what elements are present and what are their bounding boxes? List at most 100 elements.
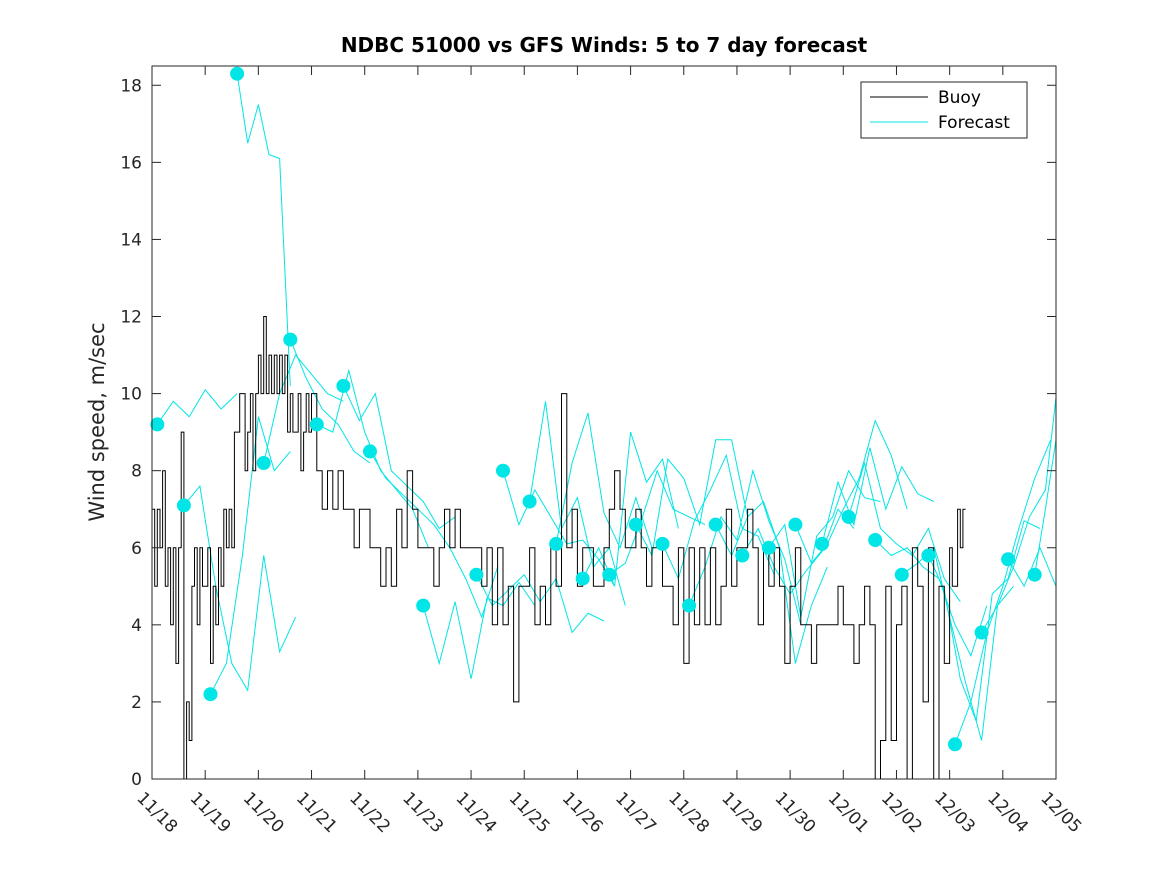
x-tick-label-4: 11/22	[345, 788, 394, 837]
x-tick-label-15: 12/03	[930, 788, 979, 837]
forecast-run-23	[821, 447, 934, 545]
forecast-marker-16	[628, 517, 643, 532]
forecast-marker-10	[469, 567, 484, 582]
x-tick-label-9: 11/27	[611, 788, 660, 837]
y-tick-label-3: 6	[131, 539, 142, 559]
legend-buoy-label: Buoy	[938, 88, 981, 108]
forecast-marker-4	[256, 456, 271, 470]
chart-title: NDBC 51000 vs GFS Winds: 5 to 7 day fore…	[341, 33, 868, 57]
legend: Buoy Forecast	[860, 81, 1028, 139]
forecast-run-19	[715, 500, 828, 664]
forecast-run-21	[768, 469, 881, 618]
forecast-marker-12	[522, 494, 537, 509]
y-tick-label-2: 4	[131, 616, 142, 636]
forecast-marker-8	[363, 444, 377, 459]
forecast-run-26	[901, 546, 1014, 741]
buoy-line	[152, 316, 966, 780]
forecast-markers	[150, 66, 1042, 752]
y-tick-label-9: 18	[120, 76, 142, 96]
forecast-marker-18	[682, 598, 697, 613]
x-tick-label-7: 11/25	[505, 788, 554, 837]
forecast-run-15	[609, 469, 706, 576]
forecast-marker-0	[150, 417, 165, 432]
forecast-marker-28	[948, 737, 962, 752]
y-tick-label-4: 8	[131, 462, 142, 482]
y-axis-label: Wind speed, m/sec	[85, 322, 109, 521]
forecast-run-18	[688, 468, 802, 625]
forecast-marker-21	[761, 540, 776, 555]
x-tick-label-8: 11/26	[558, 788, 607, 837]
forecast-marker-1	[176, 498, 191, 513]
plot-background	[152, 66, 1056, 779]
forecast-marker-26	[894, 567, 909, 582]
forecast-marker-19	[708, 517, 723, 532]
plot-frame	[151, 65, 1057, 780]
x-tick-label-13: 12/01	[824, 788, 873, 837]
forecast-run-3	[236, 73, 291, 386]
forecast-run-31	[1034, 439, 1057, 575]
forecast-marker-2	[203, 687, 218, 702]
forecast-run-17	[662, 453, 775, 581]
forecast-marker-15	[602, 567, 617, 582]
y-tick-label-7: 14	[120, 230, 142, 250]
forecast-marker-30	[1001, 552, 1016, 567]
forecast-run-25	[874, 539, 988, 658]
forecast-marker-9	[416, 598, 431, 613]
x-tick-label-6: 11/24	[452, 788, 501, 837]
forecast-marker-23	[815, 536, 829, 551]
forecast-run-14	[582, 431, 679, 587]
x-tick-label-17: 12/05	[1036, 788, 1085, 837]
x-tick-label-12: 11/30	[771, 788, 820, 837]
forecast-marker-13	[549, 536, 564, 551]
legend-forecast-label: Forecast	[938, 113, 1010, 133]
forecast-run-22	[794, 419, 908, 565]
forecast-run-9	[422, 581, 536, 679]
forecast-marker-11	[496, 463, 510, 478]
y-tick-label-0: 0	[131, 770, 142, 790]
forecast-marker-17	[655, 536, 670, 551]
forecast-run-2	[210, 416, 291, 695]
y-tick-label-8: 16	[120, 153, 142, 173]
x-tick-label-3: 11/21	[292, 788, 341, 837]
forecast-run-30	[1007, 546, 1057, 588]
forecast-marker-24	[841, 509, 856, 524]
x-tick-label-5: 11/23	[398, 788, 447, 837]
forecast-marker-29	[974, 625, 989, 640]
y-axis: 0 2 4 6 8 10 12 14 16 18	[120, 76, 1056, 790]
x-tick-label-2: 11/20	[239, 788, 288, 837]
forecast-run-4	[263, 354, 344, 464]
forecast-run-8	[369, 451, 499, 619]
forecast-run-27	[927, 520, 1041, 722]
forecast-run-5	[289, 339, 371, 464]
x-tick-label-10: 11/28	[664, 788, 713, 837]
buoy-series	[152, 316, 966, 780]
forecast-run-1	[183, 484, 297, 692]
forecast-run-13	[555, 412, 653, 550]
x-tick-label-0: 11/18	[132, 788, 181, 837]
forecast-run-7	[342, 385, 456, 530]
x-tick-label-16: 12/04	[983, 788, 1032, 837]
forecast-marker-22	[788, 517, 803, 532]
x-tick-label-1: 11/19	[186, 788, 235, 837]
forecast-run-20	[741, 508, 855, 595]
forecast-marker-7	[336, 378, 351, 393]
forecast-run-0	[156, 388, 238, 425]
forecast-marker-27	[921, 548, 936, 563]
x-tick-label-11: 11/29	[717, 788, 766, 837]
forecast-run-24	[848, 461, 961, 602]
forecast-marker-6	[309, 417, 324, 432]
forecast-marker-25	[868, 533, 883, 547]
y-tick-label-6: 12	[120, 308, 142, 328]
forecast-marker-3	[230, 66, 245, 81]
forecast-marker-14	[575, 571, 590, 586]
y-tick-label-5: 10	[120, 385, 142, 405]
x-tick-label-14: 12/02	[877, 788, 926, 837]
forecast-marker-5	[283, 332, 298, 347]
forecast-marker-31	[1027, 567, 1042, 582]
forecast-run-29	[981, 397, 1057, 633]
forecast-marker-20	[735, 548, 750, 563]
y-tick-label-1: 2	[131, 693, 142, 713]
forecast-run-16	[635, 439, 749, 558]
forecast-run-28	[954, 439, 1052, 745]
